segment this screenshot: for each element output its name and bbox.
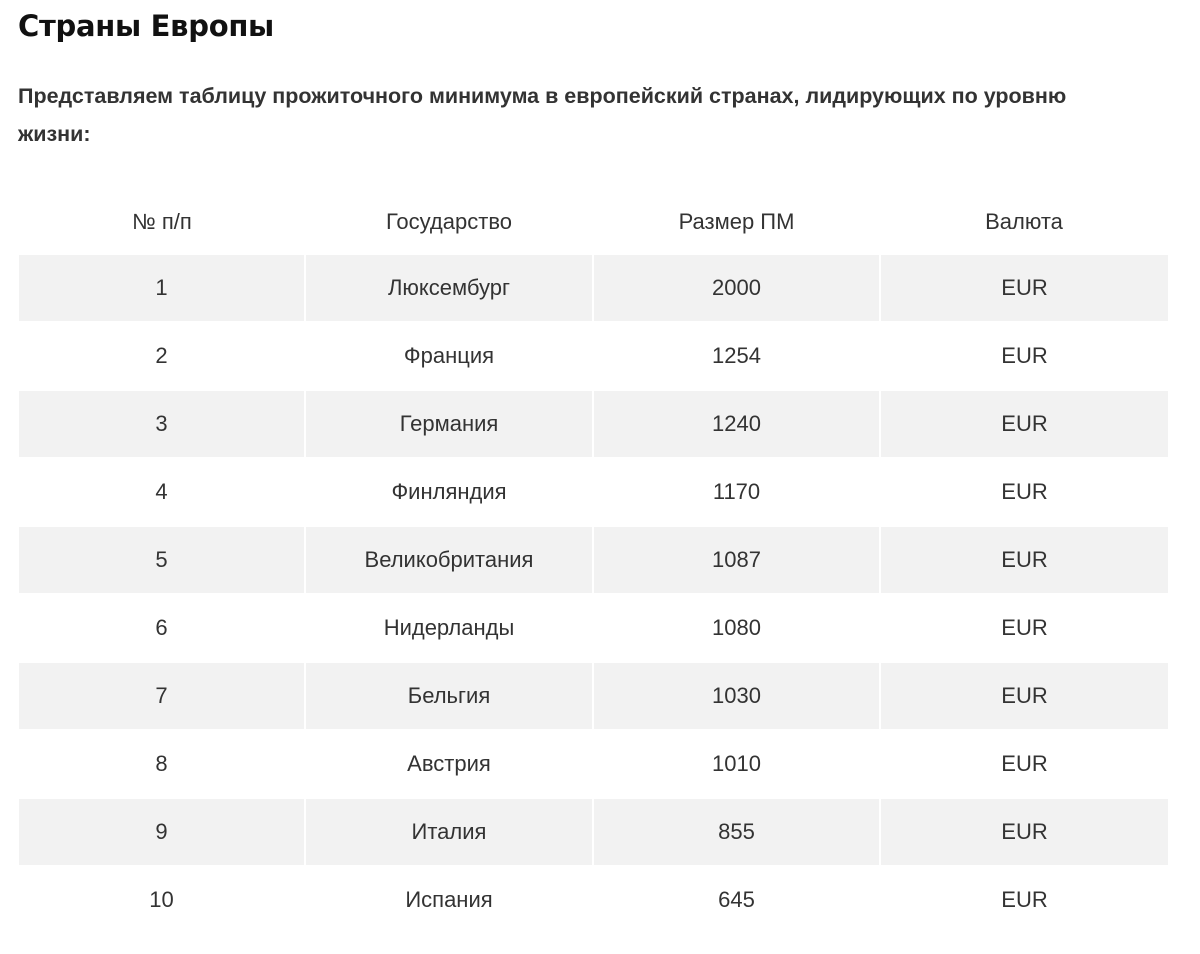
cell-number: 10: [19, 866, 306, 935]
cell-amount: 1030: [593, 662, 881, 731]
cell-country: Австрия: [305, 730, 594, 799]
cell-currency: EUR: [880, 866, 1168, 935]
cell-country: Бельгия: [305, 662, 594, 731]
cell-country: Великобритания: [305, 526, 594, 595]
table-container: № п/п Государство Размер ПМ Валюта 1 Люк…: [19, 188, 1168, 935]
cell-amount: 2000: [593, 255, 881, 323]
table-row: 2 Франция 1254 EUR: [19, 322, 1168, 391]
cell-amount: 1170: [593, 458, 881, 527]
cell-amount: 855: [593, 798, 881, 867]
header-amount: Размер ПМ: [678, 208, 795, 234]
header-number: № п/п: [132, 208, 192, 234]
cell-amount: 1010: [593, 730, 881, 799]
cell-amount: 1254: [593, 322, 881, 391]
cell-number: 8: [19, 730, 306, 799]
table-row: 3 Германия 1240 EUR: [19, 390, 1168, 459]
table-row: 5 Великобритания 1087 EUR: [19, 526, 1168, 595]
header-currency: Валюта: [985, 208, 1063, 234]
cell-number: 9: [19, 798, 306, 867]
cell-country: Германия: [305, 390, 594, 459]
cell-currency: EUR: [880, 730, 1168, 799]
cell-number: 2: [19, 322, 306, 391]
header-country: Государство: [385, 208, 512, 234]
cell-currency: EUR: [880, 322, 1168, 391]
table-row: 9 Италия 855 EUR: [19, 798, 1168, 867]
table-row: 7 Бельгия 1030 EUR: [19, 662, 1168, 731]
table-row: 10 Испания 645 EUR: [19, 866, 1168, 935]
cell-currency: EUR: [880, 458, 1168, 527]
living-wage-table: № п/п Государство Размер ПМ Валюта 1 Люк…: [19, 188, 1168, 935]
cell-number: 4: [19, 458, 306, 527]
cell-number: 6: [19, 594, 306, 663]
page-title: Страны Европы: [18, 9, 274, 43]
cell-amount: 645: [593, 866, 881, 935]
cell-country: Финляндия: [305, 458, 594, 527]
table-header-row: № п/п Государство Размер ПМ Валюта: [19, 188, 1168, 255]
cell-currency: EUR: [880, 662, 1168, 731]
cell-number: 5: [19, 526, 306, 595]
cell-currency: EUR: [880, 390, 1168, 459]
cell-number: 3: [19, 390, 306, 459]
table-row: 8 Австрия 1010 EUR: [19, 730, 1168, 799]
cell-currency: EUR: [880, 594, 1168, 663]
table-row: 4 Финляндия 1170 EUR: [19, 458, 1168, 527]
cell-country: Италия: [305, 798, 594, 867]
cell-amount: 1240: [593, 390, 881, 459]
table-row: 6 Нидерланды 1080 EUR: [19, 594, 1168, 663]
cell-country: Нидерланды: [305, 594, 594, 663]
cell-amount: 1087: [593, 526, 881, 595]
cell-number: 7: [19, 662, 306, 731]
cell-amount: 1080: [593, 594, 881, 663]
cell-currency: EUR: [880, 255, 1168, 323]
intro-paragraph: Представляем таблицу прожиточного миниму…: [18, 84, 1067, 146]
cell-currency: EUR: [880, 798, 1168, 867]
table-row: 1 Люксембург 2000 EUR: [19, 255, 1168, 323]
cell-country: Франция: [305, 322, 594, 391]
cell-country: Люксембург: [305, 255, 594, 323]
cell-number: 1: [19, 255, 306, 323]
cell-currency: EUR: [880, 526, 1168, 595]
cell-country: Испания: [305, 866, 594, 935]
